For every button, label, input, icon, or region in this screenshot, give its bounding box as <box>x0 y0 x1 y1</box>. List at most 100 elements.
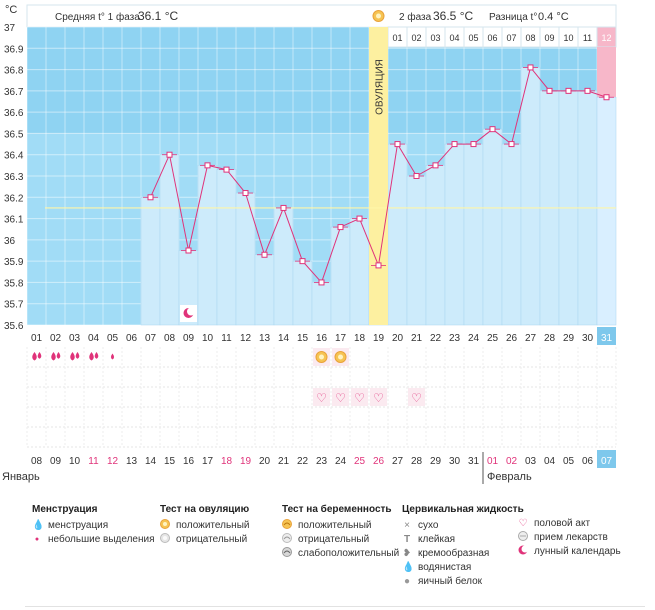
ovulation-sun-core <box>376 13 381 19</box>
date-label: 03 <box>525 456 537 467</box>
legend-item: отрицательный <box>298 534 370 545</box>
legend-pregnancy-title: Тест на беременность <box>282 504 392 515</box>
y-tick-label: 36.1 <box>4 215 24 226</box>
date-label: 28 <box>411 456 423 467</box>
day-label: 27 <box>525 333 537 344</box>
cycle-day-label: 02 <box>411 33 421 43</box>
cycle-day-label: 04 <box>449 33 459 43</box>
day-label: 30 <box>582 333 594 344</box>
legend-item: менструация <box>48 520 109 531</box>
date-label: 29 <box>430 456 442 467</box>
mark-cell <box>332 388 349 406</box>
temperature-point <box>546 87 553 94</box>
watery-icon: 💧 <box>402 562 415 573</box>
temp-bar <box>463 143 484 326</box>
ovulation-positive-icon <box>160 518 170 534</box>
date-label: 23 <box>316 456 328 467</box>
legend-ovulation-title: Тест на овуляцию <box>160 504 250 515</box>
y-tick-label: 36.7 <box>4 87 24 98</box>
moon-icon-mask <box>187 307 195 316</box>
cycle-day-label: 01 <box>392 33 402 43</box>
day-label: 20 <box>392 333 404 344</box>
temperature-point <box>603 94 610 101</box>
menstruation-drop-icon <box>37 352 42 359</box>
legend-item: положительный <box>176 520 250 531</box>
heart-icon: ♡ <box>518 518 528 529</box>
temperature-point <box>166 151 173 158</box>
menstruation-drop-icon <box>75 352 80 359</box>
pregnancy-negative-icon <box>282 532 292 548</box>
day-label: 07 <box>145 333 157 344</box>
y-tick-label: 35.6 <box>4 321 24 332</box>
date-label: 01 <box>487 456 499 467</box>
y-unit: °C <box>5 4 17 16</box>
heart-icon: ♡ <box>373 391 384 405</box>
temperature-point <box>185 247 192 254</box>
day-label: 19 <box>373 333 385 344</box>
cycle-day-label: 07 <box>506 33 516 43</box>
temp-bar <box>311 282 332 326</box>
date-label: 18 <box>221 456 233 467</box>
temperature-point <box>565 87 572 94</box>
date-label: 10 <box>69 456 81 467</box>
temperature-point <box>337 224 344 231</box>
y-tick-label: 36.8 <box>4 66 24 77</box>
legend-item: прием лекарств <box>534 532 608 543</box>
today-day-cell-bottom <box>597 450 616 468</box>
temp-bar <box>406 175 427 326</box>
temperature-point <box>527 64 534 71</box>
day-label: 22 <box>430 333 442 344</box>
temperature-point <box>280 204 287 211</box>
day-label: 17 <box>335 333 347 344</box>
date-label: 26 <box>373 456 385 467</box>
temperature-point <box>242 190 249 197</box>
legend-item: отрицательный <box>176 534 248 545</box>
legend-item: водянистая <box>418 562 472 573</box>
date-label: 16 <box>183 456 195 467</box>
day-label: 11 <box>221 333 232 344</box>
diff-value: 0.4 °C <box>538 11 569 23</box>
day-label: 01 <box>31 333 43 344</box>
date-label: 09 <box>50 456 62 467</box>
date-label: 11 <box>88 456 99 467</box>
cycle-day-label: 10 <box>563 33 573 43</box>
temperature-point <box>413 173 420 179</box>
legend-cervical-title: Цервикальная жидкость <box>402 504 524 515</box>
menstruation-drop-icon <box>32 352 37 361</box>
ovulation-positive-core <box>338 354 343 360</box>
day-label: 15 <box>297 333 309 344</box>
y-tick-label: 35.7 <box>4 300 24 311</box>
temperature-point <box>394 141 401 148</box>
date-label: 07 <box>601 456 613 467</box>
day-label: 05 <box>107 333 119 344</box>
sticky-icon: T <box>403 534 411 545</box>
legend-ovulation-test: Тест на овуляцию положительный отрицател… <box>160 503 249 547</box>
day-label: 04 <box>88 333 100 344</box>
date-label: 27 <box>392 456 404 467</box>
legend-item: половой акт <box>534 518 591 529</box>
date-label: 17 <box>202 456 214 467</box>
day-label: 21 <box>411 333 423 344</box>
legend-item: клейкая <box>418 534 456 545</box>
temperature-point <box>204 162 211 169</box>
temperature-point <box>299 258 306 265</box>
mark-cell <box>313 388 330 406</box>
phase1-label: Средняя t° 1 фаза <box>55 11 140 23</box>
ovulation-label: ОВУЛЯЦИЯ <box>375 59 386 115</box>
temp-bar <box>444 143 465 326</box>
pregnancy-weak-icon <box>282 546 292 562</box>
ovulation-column <box>369 27 388 325</box>
cycle-day-label: 11 <box>583 33 592 43</box>
small-drop-icon <box>110 353 115 360</box>
y-tick-label: 36.9 <box>4 44 24 55</box>
day-label: 24 <box>468 333 480 344</box>
temp-bar <box>197 165 218 326</box>
egg-white-icon: ● <box>403 576 411 587</box>
temp-bar <box>159 154 180 326</box>
pill-icon <box>518 530 528 546</box>
y-tick-label: 36.4 <box>4 151 24 162</box>
heart-icon: ♡ <box>335 391 346 405</box>
temp-bar <box>425 165 446 326</box>
day-label: 02 <box>50 333 62 344</box>
